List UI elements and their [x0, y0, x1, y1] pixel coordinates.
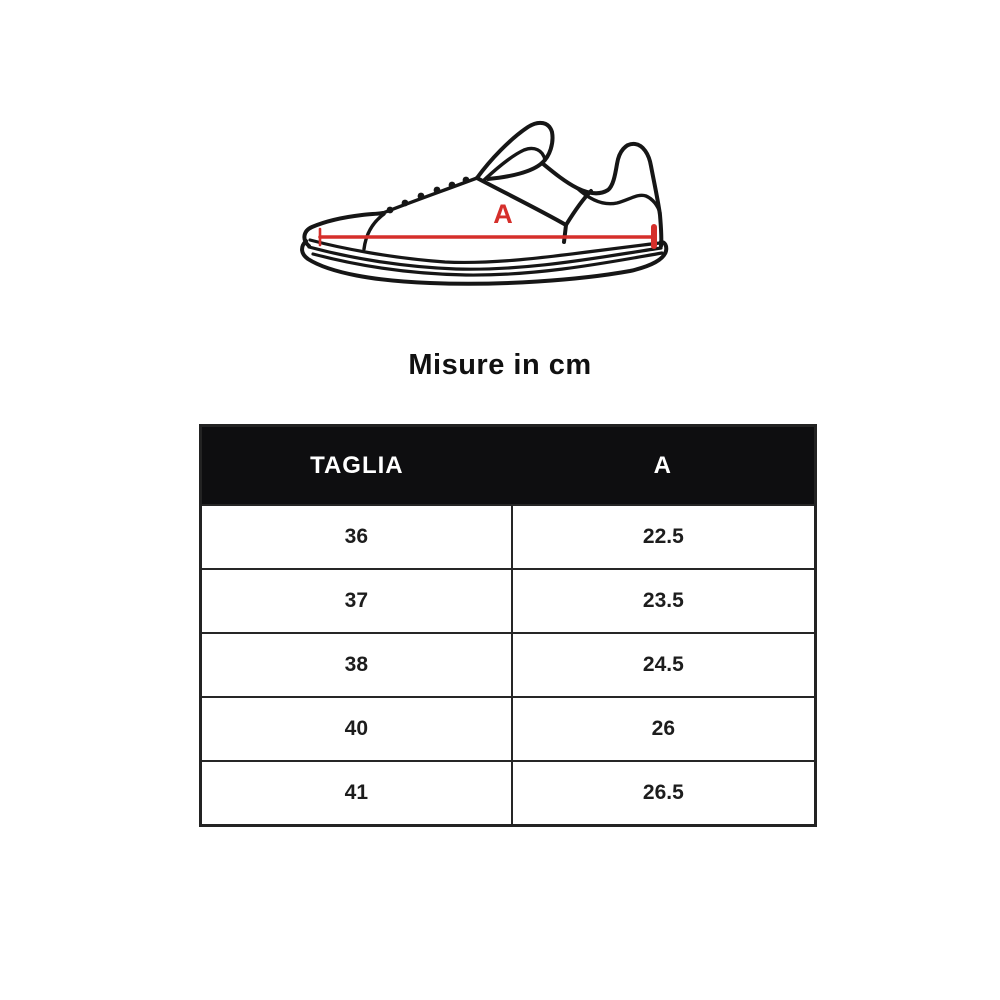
sneaker-illustration: A [300, 120, 669, 286]
cell-measure: 24.5 [510, 632, 817, 698]
sneaker-upper-lines [302, 120, 664, 251]
table-row: 36 22.5 [199, 504, 817, 570]
size-table: TAGLIA A 36 22.5 37 23.5 38 24.5 40 26 4 [199, 424, 817, 827]
table-row: 37 23.5 [199, 568, 817, 634]
header-a: A [511, 425, 816, 505]
table-row: 40 26 [199, 696, 817, 762]
table-header-row: TAGLIA A [200, 425, 816, 505]
sneaker-sole-lines [300, 238, 669, 286]
page-title: Misure in cm [408, 349, 592, 381]
cell-size: 38 [199, 632, 513, 698]
cell-size: 41 [199, 760, 513, 827]
header-taglia: TAGLIA [200, 425, 512, 505]
cell-size: 36 [199, 504, 513, 570]
cell-size: 37 [199, 568, 513, 634]
cell-measure: 26 [510, 696, 817, 762]
cell-measure: 23.5 [510, 568, 817, 634]
table-row: 38 24.5 [199, 632, 817, 698]
sneaker-laces [386, 176, 470, 214]
measurement-arrow [318, 224, 657, 249]
measurement-label-a: A [493, 199, 513, 229]
cell-size: 40 [199, 696, 513, 762]
cell-measure: 22.5 [510, 504, 817, 570]
cell-measure: 26.5 [510, 760, 817, 827]
table-row: 41 26.5 [199, 760, 817, 827]
